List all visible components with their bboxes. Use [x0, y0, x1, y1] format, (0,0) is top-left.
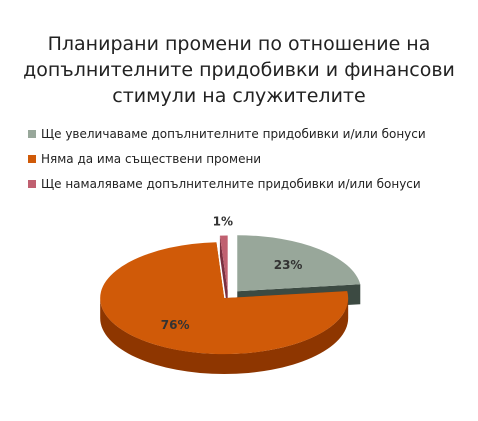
chart-title-line-2: допълнителните придобивки и финансови: [23, 59, 455, 81]
pie-data-label-decrease: 1%: [213, 215, 233, 229]
legend-label-increase: Ще увеличаваме допълнителните придобивки…: [41, 127, 426, 141]
pie-data-label-no-change: 76%: [161, 318, 190, 332]
chart-title-line-3: стимули на служителите: [112, 85, 366, 107]
pie-tops: [100, 235, 361, 355]
pie-slice-decrease: [219, 235, 228, 292]
legend-label-no-change: Няма да има съществени промени: [41, 152, 262, 166]
pie-wall-decrease-0: [219, 235, 228, 312]
legend-label-decrease: Ще намаляваме допълнителните придобивки …: [41, 177, 421, 191]
legend-swatch-no-change: [28, 155, 36, 163]
pie-data-label-increase: 23%: [274, 258, 303, 272]
legend-swatch-decrease: [28, 180, 36, 188]
pie-slice-increase: [237, 235, 361, 292]
chart-title-line-1: Планирани промени по отношение на: [47, 33, 431, 55]
pie-slice-no-change: [100, 242, 349, 355]
pie-side-no-change: [100, 298, 349, 375]
legend-swatch-increase: [28, 130, 36, 138]
pie-data-labels: 23% 76% 1%: [161, 215, 303, 332]
